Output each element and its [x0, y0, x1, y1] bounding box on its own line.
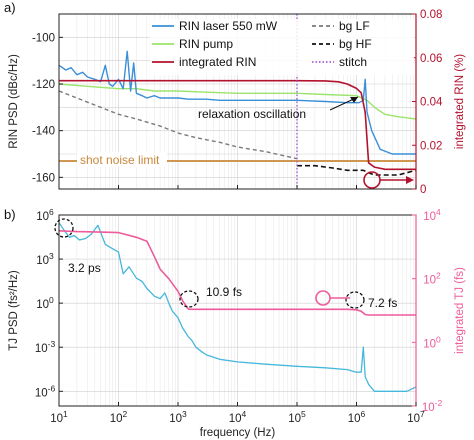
series-integrated-rin — [59, 79, 416, 171]
y-tick-label: 10-6 — [35, 383, 56, 399]
y-tick-label-base: 10 — [36, 211, 49, 223]
y2-tick-label: 10-2 — [422, 398, 443, 414]
panel-label-a: a) — [4, 0, 16, 15]
shot-noise-label-bg — [77, 152, 167, 167]
y-axis-label-b: TJ PSD (fs²/Hz) — [8, 270, 20, 351]
legend-label: bg HF — [339, 37, 372, 51]
legend-box — [150, 19, 414, 75]
y2-tick-label-base: 10 — [423, 275, 436, 287]
x-tick-label: 104 — [229, 409, 247, 425]
legend-label: RIN laser 550 mW — [179, 19, 278, 33]
jitter-marker-7-2fs — [345, 291, 365, 309]
y2-axis-label-b: integrated TJ (fs) — [454, 267, 466, 354]
x-tick-label-exp: 5 — [301, 409, 306, 419]
y-tick-label: -100 — [32, 32, 55, 44]
jitter-marker-10-9fs — [179, 290, 199, 308]
y2-tick-label-exp: -2 — [435, 398, 443, 408]
arrow-head — [350, 97, 358, 103]
x-tick-label: 105 — [288, 409, 306, 425]
pointer-head — [406, 176, 414, 184]
x-tick-label-base: 10 — [50, 413, 63, 425]
y-tick-label: -140 — [32, 126, 55, 138]
y-tick-label: 10-3 — [35, 339, 56, 355]
x-tick-label-base: 10 — [348, 413, 361, 425]
y-tick-label-base: 10 — [36, 299, 49, 311]
legend-label: stitch — [339, 55, 367, 69]
x-tick-label-exp: 2 — [123, 409, 128, 419]
x-tick-label: 102 — [110, 409, 128, 425]
series-tj-psd — [58, 222, 417, 392]
y2-tick-label-base: 10 — [422, 402, 435, 414]
legend-label: RIN pump — [179, 37, 233, 51]
x-tick-label: 107 — [407, 409, 425, 425]
y-tick-label-base: 10 — [35, 387, 48, 399]
y2-tick-label: 0.04 — [420, 97, 443, 109]
y-tick-label-exp: -3 — [48, 339, 56, 349]
y2-tick-label: 102 — [423, 271, 441, 287]
panel-label-b: b) — [4, 207, 16, 222]
y-tick-label-exp: 3 — [49, 251, 54, 261]
y-tick-label-exp: 0 — [49, 295, 54, 305]
jitter-marker-3-2ps — [54, 218, 74, 238]
y-tick-label-base: 10 — [36, 255, 49, 267]
y-tick-label: -160 — [32, 172, 55, 184]
y2-tick-label-exp: 0 — [436, 334, 441, 344]
x-tick-label-exp: 6 — [361, 409, 366, 419]
y2-tick-label: 100 — [423, 334, 441, 350]
y2-axis-label-a: integrated RIN (%) — [454, 54, 466, 149]
x-tick-label-exp: 1 — [63, 409, 68, 419]
x-tick-label-base: 10 — [229, 413, 242, 425]
legend-label: integrated RIN — [179, 55, 256, 69]
y2-tick-label: 0.02 — [420, 140, 442, 152]
x-tick-label-exp: 3 — [182, 409, 187, 419]
y2-tick-label: 0 — [420, 184, 426, 196]
y2-tick-label-base: 10 — [423, 338, 436, 350]
x-tick-label-base: 10 — [169, 413, 182, 425]
x-tick-label-base: 10 — [407, 413, 420, 425]
y2-tick-label-exp: 2 — [436, 271, 441, 281]
annotation-3-2ps: 3.2 ps — [68, 261, 101, 275]
y-tick-label-exp: -6 — [48, 383, 56, 393]
y-tick-label: 100 — [36, 295, 54, 311]
x-tick-label-base: 10 — [110, 413, 123, 425]
y-tick-label: 103 — [36, 251, 54, 267]
series-bg-lf — [58, 90, 298, 160]
y-axis-label-a: RIN PSD (dBc/Hz) — [8, 54, 20, 149]
annotation-10-9fs: 10.9 fs — [206, 285, 242, 299]
x-tick-label: 101 — [50, 409, 68, 425]
y2-tick-label: 0.08 — [420, 9, 442, 21]
series-bg-hf — [297, 164, 417, 176]
y2-tick-label: 104 — [423, 207, 441, 223]
y2-tick-label: 0.06 — [420, 53, 442, 65]
y2-tick-label-exp: 4 — [436, 207, 441, 217]
annotation-shot-noise: shot noise limit — [80, 153, 160, 167]
y-tick-label: 106 — [36, 207, 54, 223]
annotation-relaxation: relaxation oscillation — [198, 107, 306, 121]
x-axis-label: frequency (Hz) — [200, 427, 276, 439]
series-rin-pump — [58, 83, 417, 120]
x-tick-label: 106 — [348, 409, 366, 425]
y-tick-label-base: 10 — [35, 343, 48, 355]
panel-a: -100 -120 -140 -160 0 0.02 0.04 0.06 0.08 a) RIN P… — [4, 0, 466, 196]
annotation-7-2fs: 7.2 fs — [368, 296, 397, 310]
y-tick-label: -120 — [32, 79, 55, 91]
series-integrated-tj — [58, 230, 416, 316]
x-tick-label: 103 — [169, 409, 187, 425]
x-tick-label-exp: 4 — [242, 409, 247, 419]
x-tick-label-base: 10 — [288, 413, 301, 425]
y-tick-label-exp: 6 — [49, 207, 54, 217]
legend-label: bg LF — [339, 19, 370, 33]
y2-tick-label-base: 10 — [423, 211, 436, 223]
x-tick-label-exp: 7 — [420, 409, 425, 419]
